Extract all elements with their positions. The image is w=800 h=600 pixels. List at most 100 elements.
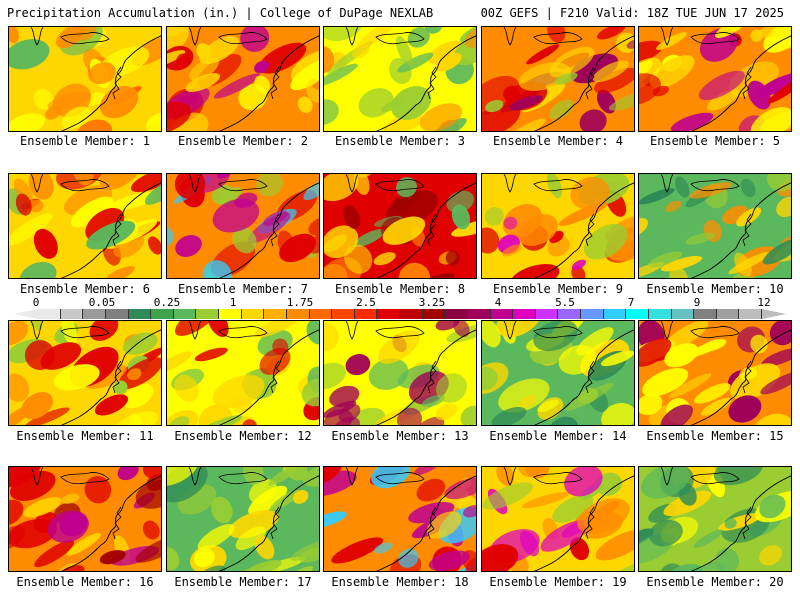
- precip-blob: [639, 218, 648, 237]
- precip-blob: [639, 188, 675, 205]
- precip-blob: [713, 467, 763, 486]
- bay-outline: [112, 66, 122, 100]
- precip-blob: [767, 174, 791, 192]
- great-lakes-outline: [345, 27, 425, 46]
- precip-blob: [235, 526, 267, 551]
- colorbar-swatch: [422, 309, 446, 319]
- precip-blob: [197, 523, 235, 551]
- ensemble-map-panel: [481, 26, 635, 132]
- ensemble-map-panel: [323, 26, 477, 132]
- colorbar-tick-label: 1: [229, 296, 237, 309]
- precip-blob: [99, 174, 142, 190]
- precip-blob: [642, 367, 689, 397]
- coastline: [61, 329, 161, 425]
- coastline: [534, 182, 634, 278]
- precip-blob: [345, 354, 371, 376]
- precip-blob: [453, 321, 470, 338]
- precip-blob: [548, 416, 579, 425]
- colorbar-swatch: [219, 309, 242, 319]
- precip-blob: [485, 99, 504, 113]
- ensemble-member-label: Ensemble Member: 8: [334, 282, 466, 296]
- colorbar-swatch: [241, 309, 265, 319]
- ensemble-member-label: Ensemble Member: 10: [646, 282, 784, 296]
- precip-blob: [86, 220, 136, 250]
- precip-blob: [693, 529, 723, 548]
- precip-blob: [21, 391, 53, 420]
- precip-blob: [254, 535, 275, 560]
- ensemble-map-panel: [8, 26, 162, 132]
- colorbar-tick-label: 3.25: [418, 296, 446, 309]
- precip-blob: [626, 39, 634, 49]
- colorbar-swatch: [739, 309, 762, 319]
- precip-blob: [331, 537, 384, 564]
- precip-blob: [416, 478, 446, 502]
- colorbar-swatch: [377, 309, 400, 319]
- precip-blob: [174, 174, 206, 199]
- precip-blob: [378, 330, 420, 364]
- precip-blob: [750, 334, 768, 354]
- precip-blob: [324, 470, 357, 497]
- precip-blob: [373, 252, 396, 266]
- coastline: [219, 35, 319, 131]
- great-lakes-outline: [30, 321, 110, 340]
- precip-blob: [74, 119, 113, 131]
- coastline: [219, 329, 319, 425]
- precip-blob: [639, 73, 661, 106]
- precip-blob: [734, 252, 752, 277]
- coastline: [376, 475, 476, 571]
- colorbar-swatch: [309, 309, 333, 319]
- ensemble-member-label: Ensemble Member: 11: [16, 429, 154, 443]
- coastline: [376, 182, 476, 278]
- bay-outline: [585, 66, 595, 100]
- colorbar-tick-label: 12: [757, 296, 771, 309]
- great-lakes-outline: [345, 321, 425, 340]
- precip-blob: [435, 52, 462, 72]
- precip-blob: [422, 273, 455, 278]
- colorbar-swatch: [535, 309, 559, 319]
- precip-blob: [185, 73, 221, 92]
- ensemble-member-label: Ensemble Member: 13: [331, 429, 469, 443]
- precipitation-map: [9, 321, 161, 425]
- precipitation-map: [9, 174, 161, 278]
- precip-blob: [564, 467, 603, 497]
- precip-blob: [408, 501, 455, 524]
- precip-blob: [419, 103, 463, 131]
- ensemble-map-panel: [481, 466, 635, 572]
- precip-blob: [508, 95, 543, 111]
- precip-blob: [652, 85, 669, 97]
- precip-blob: [460, 405, 476, 425]
- coastline: [691, 35, 791, 131]
- precip-blob: [66, 532, 101, 556]
- precip-blob: [303, 176, 319, 201]
- colorbar-swatch: [264, 309, 287, 319]
- precip-blob: [70, 196, 114, 228]
- great-lakes-outline: [188, 321, 268, 340]
- precip-blob: [505, 118, 546, 131]
- precipitation-map: [324, 467, 476, 571]
- precip-blob: [56, 27, 85, 49]
- precip-blob: [198, 404, 234, 425]
- precip-blob: [24, 340, 55, 371]
- coastline: [376, 35, 476, 131]
- precip-blob: [549, 99, 574, 120]
- precip-blob: [135, 479, 161, 509]
- precip-blob: [660, 404, 693, 425]
- precip-blob: [9, 499, 24, 527]
- precip-blob: [107, 192, 159, 211]
- precip-blob: [196, 43, 212, 60]
- precip-blob: [451, 204, 471, 230]
- precip-blob: [547, 27, 566, 43]
- colorbar-tick-label: 4: [494, 296, 502, 309]
- precip-blob: [444, 477, 476, 500]
- precip-blob: [571, 259, 586, 270]
- great-lakes-outline: [345, 467, 425, 486]
- precip-blob: [758, 72, 791, 96]
- precip-blob: [639, 57, 662, 94]
- precip-blob: [324, 45, 335, 74]
- great-lakes-outline: [30, 467, 110, 486]
- precip-blob: [353, 229, 385, 247]
- precip-blob: [583, 223, 628, 260]
- colorbar-swatch: [467, 309, 491, 319]
- precip-blob: [146, 112, 161, 131]
- precip-blob: [308, 216, 319, 236]
